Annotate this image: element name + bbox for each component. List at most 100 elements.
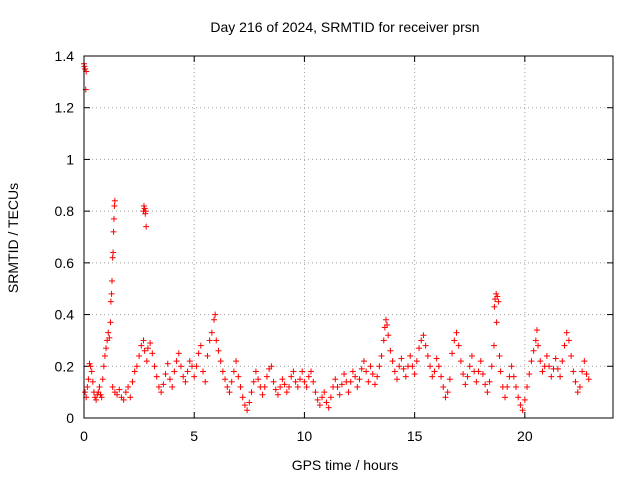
data-point	[107, 319, 114, 326]
data-point	[510, 373, 517, 380]
data-point	[402, 373, 409, 380]
data-point	[228, 378, 235, 385]
data-point	[323, 399, 330, 406]
data-point	[288, 373, 295, 380]
data-point	[393, 376, 400, 383]
data-point	[308, 368, 315, 375]
data-point	[175, 350, 182, 357]
data-point	[133, 363, 140, 370]
data-point	[552, 355, 559, 362]
data-point	[563, 329, 570, 336]
data-point	[490, 342, 497, 349]
data-point	[468, 352, 475, 359]
data-point	[140, 337, 147, 344]
data-point	[274, 391, 281, 398]
data-point	[539, 368, 546, 375]
data-point	[576, 383, 583, 390]
data-point	[466, 363, 473, 370]
data-point	[310, 378, 317, 385]
data-point	[200, 368, 207, 375]
data-point	[111, 197, 118, 204]
data-point	[532, 337, 539, 344]
data-point	[160, 381, 167, 388]
x-tick-label: 5	[190, 428, 198, 444]
data-point	[336, 391, 343, 398]
data-point	[261, 383, 268, 390]
data-point	[151, 363, 158, 370]
data-point	[147, 340, 154, 347]
data-point	[164, 360, 171, 367]
data-point	[517, 402, 524, 409]
data-point	[166, 376, 173, 383]
data-point	[180, 373, 187, 380]
data-point	[548, 373, 555, 380]
data-point	[521, 396, 528, 403]
data-point	[217, 358, 224, 365]
data-point	[409, 363, 416, 370]
data-point	[416, 345, 423, 352]
data-point	[141, 347, 148, 354]
y-tick-label: 0.4	[55, 307, 75, 323]
plot-frame	[83, 55, 614, 419]
data-point	[378, 352, 385, 359]
data-point	[270, 378, 277, 385]
data-point	[479, 371, 486, 378]
data-point	[100, 363, 107, 370]
data-point	[407, 352, 414, 359]
y-tick-label: 0.8	[55, 203, 75, 219]
data-point	[149, 350, 156, 357]
data-point	[504, 383, 511, 390]
data-point	[268, 363, 275, 370]
y-tick-label: 1.2	[55, 100, 75, 116]
data-point	[129, 378, 136, 385]
data-point	[285, 383, 292, 390]
data-point	[248, 389, 255, 396]
data-point	[97, 391, 104, 398]
data-point	[565, 337, 572, 344]
data-point	[440, 383, 447, 390]
data-point	[299, 368, 306, 375]
data-point	[195, 350, 202, 357]
data-point	[367, 363, 374, 370]
data-point	[457, 358, 464, 365]
data-point	[438, 373, 445, 380]
data-point	[411, 371, 418, 378]
data-point	[422, 342, 429, 349]
data-point	[546, 363, 553, 370]
data-point	[202, 378, 209, 385]
data-point	[460, 371, 467, 378]
data-point	[182, 378, 189, 385]
data-point	[140, 202, 147, 209]
data-point	[86, 360, 93, 367]
data-point	[497, 368, 504, 375]
data-point	[581, 358, 588, 365]
data-point	[193, 363, 200, 370]
data-point	[482, 381, 489, 388]
data-point	[574, 389, 581, 396]
ticks-layer: 0 0.2 0.4 0.6 0.8 1 1.2 1.4 0 5 10 15 20	[55, 48, 613, 444]
data-point	[530, 347, 537, 354]
data-point	[554, 365, 561, 372]
data-point	[239, 394, 246, 401]
data-point	[515, 394, 522, 401]
data-point	[557, 373, 564, 380]
data-point	[85, 376, 92, 383]
data-point	[120, 396, 127, 403]
data-point	[82, 65, 89, 72]
data-point	[501, 394, 508, 401]
data-point	[475, 368, 482, 375]
y-tick-label: 1.4	[55, 48, 75, 64]
data-point	[400, 365, 407, 372]
data-point	[398, 355, 405, 362]
data-point	[224, 383, 231, 390]
data-point	[349, 368, 356, 375]
data-point	[446, 376, 453, 383]
data-point	[559, 358, 566, 365]
data-point	[382, 316, 389, 323]
data-point	[391, 368, 398, 375]
data-point	[537, 358, 544, 365]
data-point	[508, 363, 515, 370]
data-point	[484, 389, 491, 396]
data-point	[321, 389, 328, 396]
